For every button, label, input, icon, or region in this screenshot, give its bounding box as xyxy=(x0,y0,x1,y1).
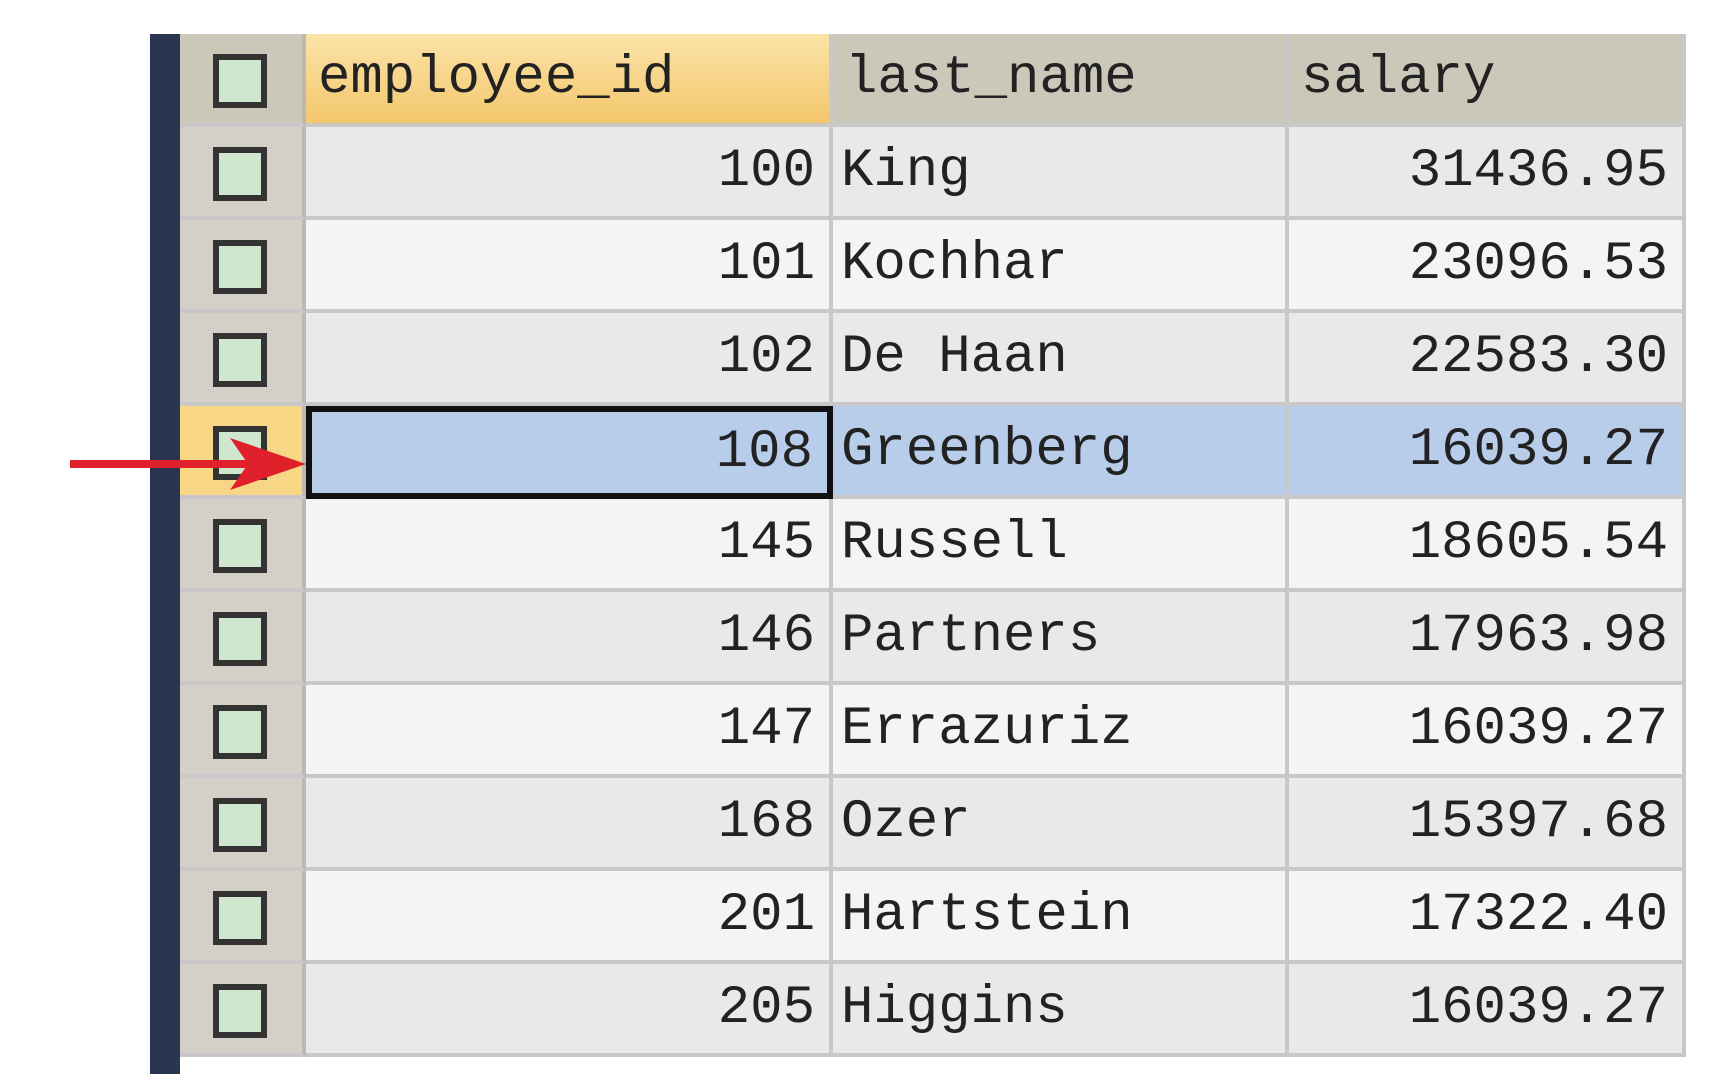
table-row[interactable]: 168 Ozer 15397.68 xyxy=(180,778,1686,871)
grid-left-bar xyxy=(150,34,180,1074)
result-grid: employee_id last_name salary 100 King 31… xyxy=(150,34,1686,1074)
cell-salary[interactable]: 17322.40 xyxy=(1289,871,1686,964)
cell-employee-id[interactable]: 101 xyxy=(306,220,833,313)
row-marker[interactable] xyxy=(180,871,306,964)
cell-last-name[interactable]: Kochhar xyxy=(833,220,1289,313)
row-marker[interactable] xyxy=(180,778,306,871)
cell-last-name[interactable]: Errazuriz xyxy=(833,685,1289,778)
cell-salary[interactable]: 16039.27 xyxy=(1289,685,1686,778)
row-marker-icon xyxy=(213,612,267,666)
cell-last-name[interactable]: Russell xyxy=(833,499,1289,592)
row-marker-icon xyxy=(213,984,267,1038)
cell-last-name[interactable]: Ozer xyxy=(833,778,1289,871)
cell-employee-id[interactable]: 146 xyxy=(306,592,833,685)
cell-last-name[interactable]: De Haan xyxy=(833,313,1289,406)
cell-last-name[interactable]: Higgins xyxy=(833,964,1289,1057)
column-header-last-name[interactable]: last_name xyxy=(833,34,1289,127)
cell-employee-id[interactable]: 201 xyxy=(306,871,833,964)
table-row[interactable]: 205 Higgins 16039.27 xyxy=(180,964,1686,1057)
table-row[interactable]: 100 King 31436.95 xyxy=(180,127,1686,220)
cell-employee-id[interactable]: 147 xyxy=(306,685,833,778)
table-row[interactable]: 145 Russell 18605.54 xyxy=(180,499,1686,592)
cell-employee-id[interactable]: 102 xyxy=(306,313,833,406)
column-header-employee-id[interactable]: employee_id xyxy=(306,34,833,127)
cell-salary[interactable]: 15397.68 xyxy=(1289,778,1686,871)
cell-last-name[interactable]: Partners xyxy=(833,592,1289,685)
table-row[interactable]: 101 Kochhar 23096.53 xyxy=(180,220,1686,313)
cell-salary[interactable]: 23096.53 xyxy=(1289,220,1686,313)
cell-salary[interactable]: 18605.54 xyxy=(1289,499,1686,592)
cell-employee-id[interactable]: 145 xyxy=(306,499,833,592)
row-marker-icon xyxy=(213,333,267,387)
row-marker-icon xyxy=(213,240,267,294)
header-row: employee_id last_name salary xyxy=(180,34,1686,127)
row-marker-icon xyxy=(213,147,267,201)
cell-last-name[interactable]: King xyxy=(833,127,1289,220)
row-marker-icon xyxy=(213,705,267,759)
cell-employee-id[interactable]: 168 xyxy=(306,778,833,871)
select-all-checkbox-icon[interactable] xyxy=(213,54,267,108)
row-marker-icon xyxy=(213,798,267,852)
row-marker[interactable] xyxy=(180,964,306,1057)
table-row[interactable]: 102 De Haan 22583.30 xyxy=(180,313,1686,406)
table-row[interactable]: 146 Partners 17963.98 xyxy=(180,592,1686,685)
select-all-cell[interactable] xyxy=(180,34,306,127)
red-arrow-icon xyxy=(70,438,306,490)
row-marker[interactable] xyxy=(180,313,306,406)
cell-salary[interactable]: 16039.27 xyxy=(1289,406,1686,499)
row-marker[interactable] xyxy=(180,220,306,313)
row-marker[interactable] xyxy=(180,592,306,685)
table-row[interactable]: 201 Hartstein 17322.40 xyxy=(180,871,1686,964)
cell-salary[interactable]: 31436.95 xyxy=(1289,127,1686,220)
row-marker[interactable] xyxy=(180,499,306,592)
cell-employee-id-focused[interactable]: 108 xyxy=(306,406,833,499)
row-marker-icon xyxy=(213,519,267,573)
row-marker-icon xyxy=(213,891,267,945)
table-row[interactable]: 147 Errazuriz 16039.27 xyxy=(180,685,1686,778)
cell-salary[interactable]: 22583.30 xyxy=(1289,313,1686,406)
cell-salary[interactable]: 16039.27 xyxy=(1289,964,1686,1057)
column-header-salary[interactable]: salary xyxy=(1289,34,1686,127)
table-row-selected[interactable]: 108 Greenberg 16039.27 xyxy=(180,406,1686,499)
row-marker[interactable] xyxy=(180,127,306,220)
cell-employee-id[interactable]: 205 xyxy=(306,964,833,1057)
cell-salary[interactable]: 17963.98 xyxy=(1289,592,1686,685)
cell-last-name[interactable]: Hartstein xyxy=(833,871,1289,964)
cell-last-name[interactable]: Greenberg xyxy=(833,406,1289,499)
cell-employee-id[interactable]: 100 xyxy=(306,127,833,220)
row-marker[interactable] xyxy=(180,685,306,778)
